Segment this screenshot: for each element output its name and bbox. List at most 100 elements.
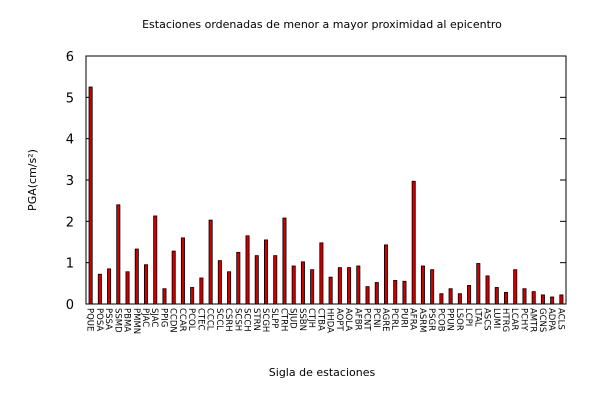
bar [291,265,296,305]
bar [374,282,379,305]
x-tick-label: PPUN [445,308,455,331]
bar [411,180,416,305]
bar [190,287,195,305]
x-tick-label: SCSH [232,308,242,331]
bar [448,288,453,305]
bar [236,251,241,305]
y-tick-label: 6 [66,50,74,65]
x-tick-label: HTRG [500,308,510,332]
bar [310,269,315,305]
bar [356,265,361,305]
x-tick-label: LUMI [491,308,501,328]
bar [457,293,462,305]
x-tick-label: CTEC [195,308,205,330]
bar [328,276,333,305]
x-tick-label: LSOR [454,308,464,331]
bar [107,268,112,305]
x-tick-label: PCOL [186,308,196,331]
bar [494,287,499,305]
x-tick-label: SJUD [288,308,298,329]
bar [153,215,158,305]
bar [522,288,527,305]
x-tick-label: PCOB [435,308,445,332]
y-tick-label: 2 [66,215,74,230]
bar [513,269,518,305]
x-tick-label: AOPT [334,308,344,331]
x-tick-label: HHDA [325,308,335,333]
x-tick-label: PSSA [103,308,113,330]
bar [273,255,278,305]
x-tick-label: SJAC [149,308,159,327]
y-tick-label: 5 [66,91,74,106]
x-tick-label: GCNS [537,308,547,332]
bar [540,294,545,305]
x-tick-label: PSGR [426,308,436,331]
x-tick-label: CCAR [177,308,187,332]
x-tick-label: AMTR [528,308,538,332]
bar [550,296,555,305]
bar [134,248,139,305]
x-tick-label: SCGH [260,308,270,332]
x-tick-label: ADPA [546,308,556,331]
bar [263,239,268,305]
bar [439,293,444,305]
x-tick-label: CTJH [306,308,316,328]
bar [125,271,130,305]
bar [420,265,425,305]
bar [217,260,222,305]
x-tick-label: ASCS [482,308,492,331]
x-tick-label: LCAR [509,308,519,330]
bar [282,217,287,305]
x-tick-label: LCPI [463,308,473,326]
x-tick-label: AOLA [343,308,353,331]
x-tick-label: PCNT [362,308,372,331]
bar [467,284,472,305]
bar [180,237,185,305]
x-tick-label: PQUE [85,308,95,331]
y-tick-label: 3 [66,174,74,189]
x-tick-label: SLPP [269,308,279,328]
y-tick-label: 4 [66,133,74,148]
bar [162,288,167,305]
x-tick-label: ASRM [417,308,427,332]
x-axis-label: Sigla de estaciones [269,366,376,379]
x-tick-label: ACLS [555,308,565,330]
x-tick-label: CCDN [168,308,178,333]
x-tick-label: PCRL [389,308,399,330]
x-tick-label: AFBR [352,308,362,331]
bar [430,269,435,305]
x-tick-label: CTBA [315,308,325,331]
x-tick-label: CSRH [223,308,233,332]
bar [402,280,407,305]
bar [365,286,370,305]
bar [337,267,342,305]
x-tick-label: PMMN [131,308,141,334]
bar [245,235,250,305]
x-tick-label: SSBN [297,308,307,331]
bar [319,242,324,305]
bar [88,86,93,305]
plot-frame [85,55,567,305]
x-tick-label: PCHY [518,308,528,331]
bar [227,271,232,305]
x-tick-label: PPIG [158,308,168,327]
x-tick-label: LTAL [472,308,482,327]
x-tick-label: PCNI [371,308,381,328]
chart-title: Estaciones ordenadas de menor a mayor pr… [142,18,502,31]
bar [199,277,204,305]
x-tick-label: POSA [94,308,104,331]
bar [347,267,352,305]
bar [254,255,259,305]
y-axis-label: PGA(cm/s²) [26,149,39,211]
bar [300,261,305,305]
y-tick-label: 1 [66,257,74,272]
x-tick-label: CCCL [205,308,215,331]
bar [476,263,481,305]
x-tick-label: PJAC [140,308,150,327]
x-tick-label: AFRA [408,308,418,330]
x-tick-label: AGRE [380,308,390,332]
bar [208,219,213,305]
bar [383,244,388,305]
bar [393,280,398,305]
